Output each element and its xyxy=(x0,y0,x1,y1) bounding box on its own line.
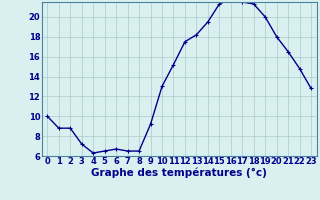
X-axis label: Graphe des températures (°c): Graphe des températures (°c) xyxy=(91,168,267,178)
